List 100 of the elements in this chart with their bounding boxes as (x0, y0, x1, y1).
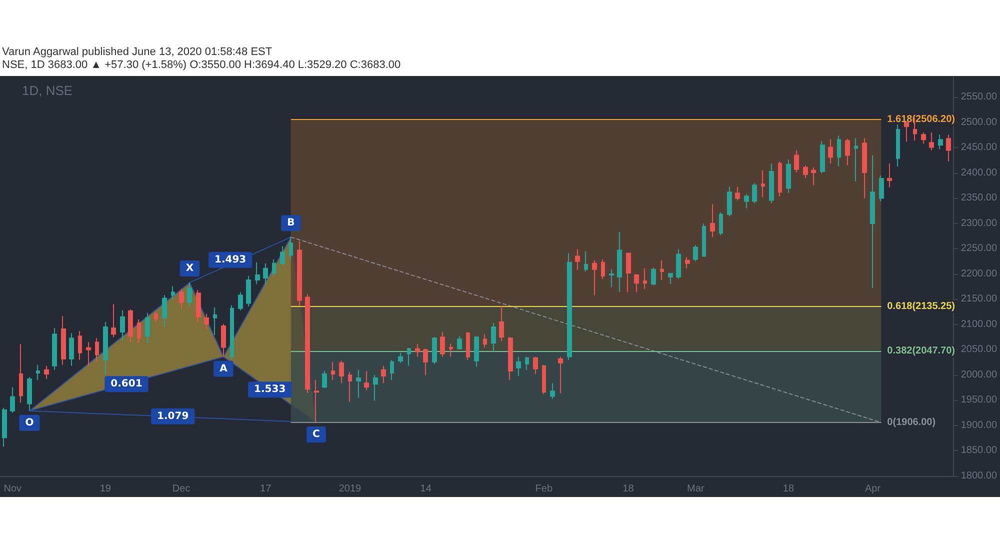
candlestick (179, 288, 184, 310)
candlestick (474, 336, 479, 368)
candlestick (272, 258, 276, 276)
candlestick (432, 336, 437, 364)
candlestick (407, 347, 411, 366)
x-tick-label: 19 (100, 484, 112, 494)
candlestick (381, 365, 386, 384)
candlestick (744, 194, 749, 209)
candlestick (111, 304, 116, 338)
candlestick (348, 371, 352, 402)
y-tick-label: 1900.00 (960, 420, 998, 431)
candlestick (423, 348, 428, 376)
candlestick (36, 364, 40, 381)
candlestick (794, 150, 799, 173)
y-tick-label: 2200.00 (960, 268, 998, 280)
candlestick (339, 360, 344, 384)
candlestick (120, 310, 125, 342)
candlestick (879, 174, 884, 202)
candlestick (609, 268, 614, 288)
candlestick (752, 182, 757, 204)
candlestick (103, 321, 108, 376)
candlestick (137, 318, 141, 344)
candlestick (483, 334, 487, 348)
candlestick (491, 322, 496, 352)
candlestick (710, 204, 715, 238)
candlestick (702, 222, 706, 257)
x-tick-label: Feb (535, 484, 553, 494)
candlestick (533, 356, 538, 374)
candlestick (946, 134, 951, 162)
candlestick (373, 374, 378, 402)
candlestick (255, 262, 260, 285)
candlestick (643, 268, 647, 290)
candlestick (592, 260, 597, 296)
candlestick (550, 382, 555, 400)
candlestick (204, 313, 209, 330)
candlestick (398, 352, 403, 364)
candlestick (854, 138, 858, 182)
candlestick (289, 236, 293, 260)
candlestick (145, 312, 150, 344)
candlestick (516, 356, 521, 376)
annotation: 1.493 (214, 254, 246, 266)
candlestick (845, 138, 850, 166)
x-tick-label: Mar (687, 484, 705, 494)
candlestick (2, 407, 7, 448)
annotation: X (186, 263, 194, 274)
y-tick-label: 2350.00 (960, 192, 998, 204)
candlestick (921, 132, 926, 144)
candlestick (246, 275, 251, 307)
candlestick (61, 315, 66, 366)
x-tick-label: Nov (4, 484, 22, 494)
x-tick-label: 17 (260, 484, 272, 494)
candlestick (196, 290, 201, 322)
candlestick (542, 364, 546, 395)
candlestick (896, 124, 900, 167)
y-tick-label: 2100.00 (960, 318, 998, 330)
candlestick (457, 336, 462, 350)
candlestick (651, 266, 656, 286)
y-tick-label: 2450.00 (960, 142, 998, 154)
candlestick (820, 140, 825, 174)
candlestick (331, 361, 335, 381)
y-tick-label: 2150.00 (960, 294, 998, 305)
candlestick (440, 332, 445, 358)
candlestick (567, 252, 572, 360)
candlestick (27, 376, 32, 412)
annotation: C (312, 428, 320, 440)
candlestick (187, 282, 192, 307)
candlestick (390, 359, 394, 381)
candlestick (10, 386, 15, 414)
candlestick (213, 306, 217, 336)
candlestick (870, 154, 875, 289)
candlestick (828, 138, 833, 164)
candlestick (314, 380, 319, 423)
candlestick (297, 240, 302, 307)
candlestick (719, 212, 723, 236)
candlestick (154, 311, 158, 322)
annotation: 1.533 (254, 384, 286, 396)
y-tick-label: 1850.00 (960, 445, 998, 456)
candlestick (575, 248, 580, 270)
x-tick-label: 2019 (338, 484, 362, 494)
annotation: B (287, 218, 295, 229)
y-tick-label: 2400.00 (960, 167, 998, 178)
y-tick-label: 2550.00 (960, 92, 998, 103)
x-tick-label: Apr (864, 484, 882, 494)
y-tick-label: 2500.00 (960, 116, 998, 128)
candlestick (837, 135, 841, 167)
x-tick-label: 14 (420, 484, 432, 494)
candlestick (761, 170, 765, 198)
candlestick (449, 343, 453, 358)
candlestick (735, 186, 740, 201)
candlestick (86, 342, 91, 366)
candlestick (230, 304, 234, 360)
candlestick (938, 134, 943, 150)
candlestick (466, 332, 470, 360)
candlestick (171, 286, 175, 300)
annotation: A (220, 363, 228, 374)
candlestick (364, 370, 369, 391)
candlestick (803, 164, 808, 179)
ref-line-label: 0.618(2135.25) (887, 301, 956, 312)
candlestick (668, 272, 673, 285)
annotation: 1D, NSE (22, 83, 73, 98)
